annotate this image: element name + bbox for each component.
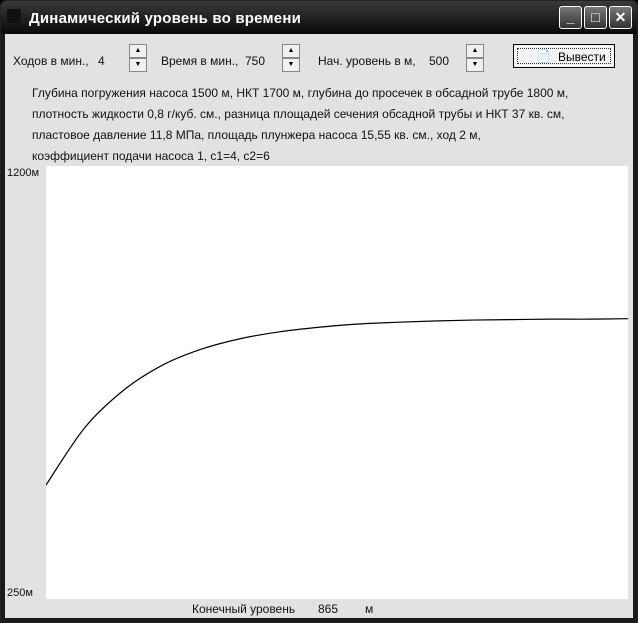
level-curve	[45, 318, 629, 486]
maximize-button[interactable]: □	[584, 6, 607, 29]
y-tick-top: 1200м	[7, 167, 40, 179]
description-line: коэффициент подачи насоса 1, c1=4, c2=6	[32, 149, 270, 163]
strokes-value: 4	[98, 54, 105, 68]
level-chart	[45, 318, 629, 486]
down-arrow-icon[interactable]: ▼	[466, 58, 484, 72]
final-level-value: 865	[318, 602, 339, 616]
up-arrow-icon[interactable]: ▲	[129, 44, 147, 58]
down-arrow-icon[interactable]: ▼	[129, 58, 147, 72]
time-spinner[interactable]: ▲ ▼	[282, 44, 300, 72]
output-button-label: Вывести	[558, 50, 606, 64]
description-line: плотность жидкости 0,8 г/куб. см., разни…	[32, 107, 565, 121]
window-title: Динамический уровень во времени	[29, 10, 302, 27]
strokes-label: Ходов в мин.,	[13, 54, 89, 68]
app-icon	[7, 9, 21, 23]
description-line: пластовое давление 11,8 МПа, площадь плу…	[32, 128, 481, 142]
client-area: Ходов в мин., 4 ▲ ▼ Время в мин., 750 ▲ ▼ …	[5, 34, 633, 618]
level-label: Нач. уровень в м,	[318, 54, 416, 68]
down-arrow-icon[interactable]: ▼	[282, 58, 300, 72]
parameters-description: Глубина погружения насоса 1500 м, НКТ 17…	[32, 83, 568, 167]
document-icon: 📄	[536, 49, 551, 63]
time-value: 750	[245, 54, 266, 68]
final-level-label: Конечный уровень	[192, 602, 296, 616]
y-tick-bottom: 250м	[7, 587, 33, 599]
strokes-spinner[interactable]: ▲ ▼	[129, 44, 147, 72]
minimize-button[interactable]: _	[559, 6, 582, 29]
output-button[interactable]: 📄 Вывести	[513, 44, 615, 68]
description-line: Глубина погружения насоса 1500 м, НКТ 17…	[32, 86, 569, 100]
time-label: Время в мин.,	[161, 54, 239, 68]
level-spinner[interactable]: ▲ ▼	[466, 44, 484, 72]
up-arrow-icon[interactable]: ▲	[282, 44, 300, 58]
final-level-unit: м	[365, 602, 374, 616]
up-arrow-icon[interactable]: ▲	[466, 44, 484, 58]
plot-area	[45, 166, 629, 599]
level-value: 500	[429, 54, 450, 68]
title-bar[interactable]: Динамический уровень во времени _ □ ✕	[1, 1, 637, 34]
close-button[interactable]: ✕	[609, 6, 632, 29]
